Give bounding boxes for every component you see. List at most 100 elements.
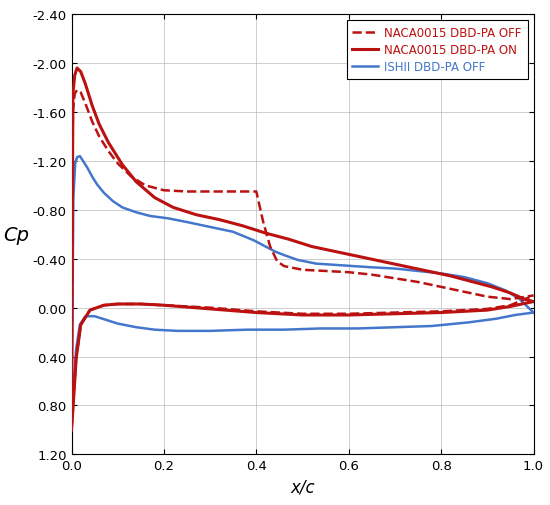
NACA0015 DBD-PA ON [401, 264, 408, 270]
NACA0015 DBD-PA ON [262, 231, 269, 237]
ISHII DBD-PA OFF [392, 266, 398, 272]
NACA0015 DBD-PA ON [68, 427, 75, 433]
NACA0015 DBD-PA OFF [253, 189, 260, 195]
ISHII DBD-PA OFF [484, 281, 491, 287]
NACA0015 DBD-PA OFF [345, 270, 352, 276]
NACA0015 DBD-PA ON [82, 82, 89, 88]
NACA0015 DBD-PA ON [332, 249, 338, 255]
ISHII DBD-PA OFF [280, 252, 287, 259]
NACA0015 DBD-PA OFF [230, 189, 236, 195]
ISHII DBD-PA OFF [415, 269, 421, 275]
NACA0015 DBD-PA ON [89, 104, 96, 110]
NACA0015 DBD-PA ON [193, 212, 200, 218]
NACA0015 DBD-PA OFF [368, 272, 375, 278]
Y-axis label: Cp: Cp [3, 225, 29, 244]
NACA0015 DBD-PA ON [470, 279, 477, 285]
NACA0015 DBD-PA ON [78, 70, 84, 76]
ISHII DBD-PA OFF [207, 224, 213, 230]
ISHII DBD-PA OFF [147, 214, 153, 220]
NACA0015 DBD-PA ON [70, 91, 76, 97]
ISHII DBD-PA OFF [80, 159, 86, 165]
NACA0015 DBD-PA OFF [128, 174, 135, 180]
NACA0015 DBD-PA OFF [507, 296, 514, 302]
NACA0015 DBD-PA ON [447, 273, 454, 279]
NACA0015 DBD-PA ON [239, 223, 246, 229]
NACA0015 DBD-PA ON [133, 179, 140, 185]
NACA0015 DBD-PA ON [72, 73, 78, 79]
ISHII DBD-PA OFF [70, 195, 76, 201]
NACA0015 DBD-PA ON [424, 269, 431, 275]
NACA0015 DBD-PA ON [151, 195, 158, 201]
ISHII DBD-PA OFF [76, 154, 83, 160]
X-axis label: x/c: x/c [290, 478, 315, 496]
NACA0015 DBD-PA ON [216, 217, 223, 223]
Line: NACA0015 DBD-PA ON: NACA0015 DBD-PA ON [72, 69, 534, 430]
NACA0015 DBD-PA OFF [114, 161, 121, 167]
NACA0015 DBD-PA OFF [244, 189, 250, 195]
ISHII DBD-PA OFF [184, 220, 190, 226]
NACA0015 DBD-PA ON [309, 244, 315, 250]
NACA0015 DBD-PA ON [521, 296, 527, 302]
ISHII DBD-PA OFF [262, 244, 269, 250]
NACA0015 DBD-PA OFF [78, 90, 84, 96]
NACA0015 DBD-PA ON [507, 290, 514, 296]
NACA0015 DBD-PA OFF [438, 284, 444, 290]
NACA0015 DBD-PA OFF [74, 88, 80, 94]
NACA0015 DBD-PA ON [170, 205, 177, 211]
NACA0015 DBD-PA OFF [280, 264, 287, 270]
ISHII DBD-PA OFF [84, 166, 91, 172]
NACA0015 DBD-PA ON [530, 299, 537, 305]
ISHII DBD-PA OFF [313, 261, 320, 267]
NACA0015 DBD-PA ON [378, 259, 384, 265]
NACA0015 DBD-PA OFF [142, 183, 148, 189]
ISHII DBD-PA OFF [350, 264, 356, 270]
NACA0015 DBD-PA OFF [530, 293, 537, 299]
NACA0015 DBD-PA OFF [68, 427, 75, 433]
ISHII DBD-PA OFF [89, 174, 96, 180]
NACA0015 DBD-PA OFF [461, 289, 468, 295]
NACA0015 DBD-PA OFF [89, 120, 96, 126]
NACA0015 DBD-PA OFF [274, 259, 280, 265]
ISHII DBD-PA OFF [332, 262, 338, 268]
Legend: NACA0015 DBD-PA OFF, NACA0015 DBD-PA ON, ISHII DBD-PA OFF: NACA0015 DBD-PA OFF, NACA0015 DBD-PA ON,… [346, 21, 527, 80]
ISHII DBD-PA OFF [101, 190, 107, 196]
NACA0015 DBD-PA ON [355, 254, 361, 260]
ISHII DBD-PA OFF [119, 205, 125, 211]
ISHII DBD-PA OFF [74, 155, 80, 161]
NACA0015 DBD-PA ON [119, 162, 125, 168]
NACA0015 DBD-PA OFF [96, 134, 102, 140]
ISHII DBD-PA OFF [438, 271, 444, 277]
NACA0015 DBD-PA OFF [70, 110, 76, 116]
NACA0015 DBD-PA OFF [72, 91, 78, 97]
ISHII DBD-PA OFF [272, 249, 278, 255]
NACA0015 DBD-PA OFF [299, 267, 306, 273]
NACA0015 DBD-PA OFF [161, 188, 167, 194]
ISHII DBD-PA OFF [165, 216, 172, 222]
NACA0015 DBD-PA OFF [392, 276, 398, 282]
NACA0015 DBD-PA ON [105, 140, 112, 146]
NACA0015 DBD-PA OFF [415, 279, 421, 285]
ISHII DBD-PA OFF [251, 238, 257, 244]
NACA0015 DBD-PA ON [96, 122, 102, 128]
NACA0015 DBD-PA OFF [267, 244, 273, 250]
NACA0015 DBD-PA ON [285, 237, 292, 243]
Line: ISHII DBD-PA OFF: ISHII DBD-PA OFF [72, 157, 534, 430]
NACA0015 DBD-PA OFF [484, 294, 491, 300]
ISHII DBD-PA OFF [295, 258, 301, 264]
NACA0015 DBD-PA OFF [216, 189, 223, 195]
ISHII DBD-PA OFF [68, 427, 75, 433]
ISHII DBD-PA OFF [461, 275, 468, 281]
ISHII DBD-PA OFF [230, 229, 236, 235]
NACA0015 DBD-PA OFF [260, 220, 267, 226]
NACA0015 DBD-PA ON [488, 284, 495, 290]
ISHII DBD-PA OFF [72, 161, 79, 167]
NACA0015 DBD-PA ON [74, 66, 80, 72]
ISHII DBD-PA OFF [503, 288, 509, 294]
ISHII DBD-PA OFF [368, 265, 375, 271]
ISHII DBD-PA OFF [530, 310, 537, 316]
NACA0015 DBD-PA OFF [205, 189, 211, 195]
NACA0015 DBD-PA OFF [82, 101, 89, 107]
ISHII DBD-PA OFF [94, 182, 100, 188]
NACA0015 DBD-PA OFF [105, 149, 112, 155]
NACA0015 DBD-PA OFF [322, 269, 329, 275]
